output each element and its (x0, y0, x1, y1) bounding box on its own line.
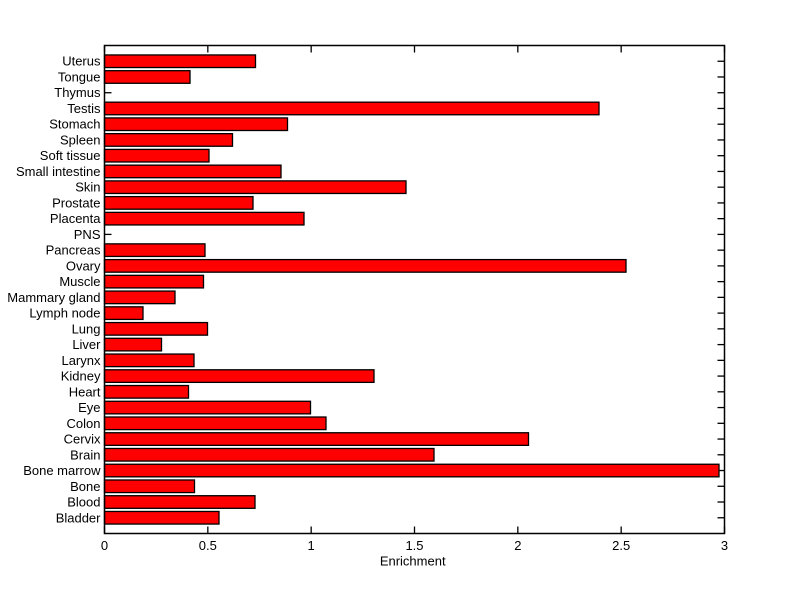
svg-text:PNS: PNS (74, 227, 101, 242)
svg-text:Bone marrow: Bone marrow (23, 463, 101, 478)
svg-text:Muscle: Muscle (59, 274, 100, 289)
svg-text:0.5: 0.5 (199, 538, 217, 553)
svg-text:Lymph node: Lymph node (29, 306, 100, 321)
svg-text:Small intestine: Small intestine (16, 164, 101, 179)
svg-text:Ovary: Ovary (66, 258, 101, 273)
svg-text:Pancreas: Pancreas (46, 243, 101, 258)
svg-text:3: 3 (721, 538, 728, 553)
svg-text:Skin: Skin (75, 180, 100, 195)
svg-text:Enrichment: Enrichment (380, 554, 446, 569)
svg-text:Kidney: Kidney (61, 369, 101, 384)
svg-text:1: 1 (308, 538, 315, 553)
svg-text:Prostate: Prostate (52, 195, 100, 210)
svg-text:Tongue: Tongue (58, 69, 101, 84)
svg-text:Soft tissue: Soft tissue (40, 148, 101, 163)
svg-text:Blood: Blood (67, 495, 100, 510)
svg-text:Uterus: Uterus (62, 54, 101, 69)
svg-text:1.5: 1.5 (405, 538, 423, 553)
svg-text:2.5: 2.5 (612, 538, 630, 553)
svg-text:Spleen: Spleen (60, 132, 100, 147)
svg-text:Heart: Heart (69, 384, 101, 399)
svg-text:0: 0 (101, 538, 108, 553)
svg-text:Larynx: Larynx (61, 353, 101, 368)
svg-text:Liver: Liver (72, 337, 101, 352)
svg-text:Cervix: Cervix (64, 432, 101, 447)
svg-text:Lung: Lung (72, 321, 101, 336)
svg-text:Placenta: Placenta (50, 211, 101, 226)
svg-text:Brain: Brain (70, 447, 100, 462)
svg-text:Eye: Eye (78, 400, 100, 415)
svg-text:Bone: Bone (70, 479, 100, 494)
svg-text:Bladder: Bladder (56, 510, 101, 525)
svg-text:Stomach: Stomach (49, 117, 100, 132)
svg-text:Thymus: Thymus (54, 85, 101, 100)
svg-text:Mammary gland: Mammary gland (7, 290, 100, 305)
svg-text:2: 2 (514, 538, 521, 553)
svg-text:Testis: Testis (67, 101, 101, 116)
svg-text:Colon: Colon (67, 416, 101, 431)
